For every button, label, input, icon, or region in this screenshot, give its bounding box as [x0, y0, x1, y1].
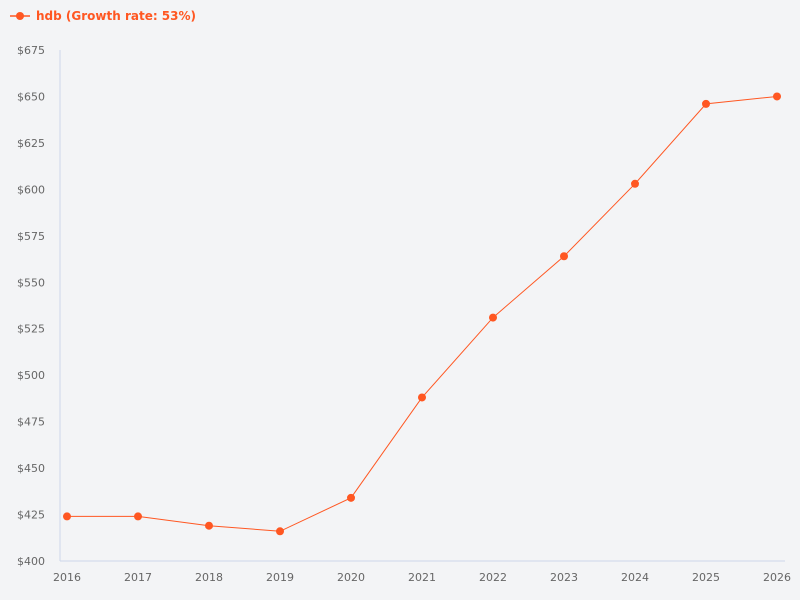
y-tick-label: $500 [17, 369, 45, 382]
x-tick-label: 2019 [266, 571, 294, 584]
x-tick-label: 2022 [479, 571, 507, 584]
data-point [276, 527, 284, 536]
y-tick-label: $425 [17, 509, 45, 522]
y-tick-label: $675 [17, 44, 45, 57]
y-tick-label: $600 [17, 183, 45, 196]
y-tick-label: $450 [17, 462, 45, 475]
x-tick-label: 2017 [124, 571, 152, 584]
data-point [560, 252, 568, 261]
x-tick-label: 2021 [408, 571, 436, 584]
x-tick-label: 2025 [692, 571, 720, 584]
y-tick-label: $525 [17, 323, 45, 336]
legend[interactable]: hdb (Growth rate: 53%) [10, 9, 196, 23]
x-tick-label: 2023 [550, 571, 578, 584]
legend-label: hdb (Growth rate: 53%) [36, 9, 197, 23]
data-point [63, 512, 71, 521]
data-point [773, 92, 781, 101]
series-line [67, 95, 778, 532]
y-tick-label: $400 [17, 555, 45, 568]
data-point [631, 179, 639, 188]
y-tick-label: $625 [17, 137, 45, 150]
legend-marker-icon [10, 12, 30, 20]
x-tick-label: 2018 [195, 571, 223, 584]
data-point [134, 512, 142, 521]
x-tick-label: 2016 [53, 571, 81, 584]
data-point [489, 313, 497, 322]
data-point [205, 521, 213, 530]
x-tick-label: 2020 [337, 571, 365, 584]
y-tick-label: $650 [17, 90, 45, 103]
data-point [702, 99, 710, 108]
x-tick-label: 2026 [763, 571, 791, 584]
y-tick-label: $575 [17, 230, 45, 243]
y-tick-label: $475 [17, 416, 45, 429]
data-point [347, 493, 355, 502]
data-point [418, 393, 426, 402]
y-tick-label: $550 [17, 276, 45, 289]
x-tick-label: 2024 [621, 571, 649, 584]
